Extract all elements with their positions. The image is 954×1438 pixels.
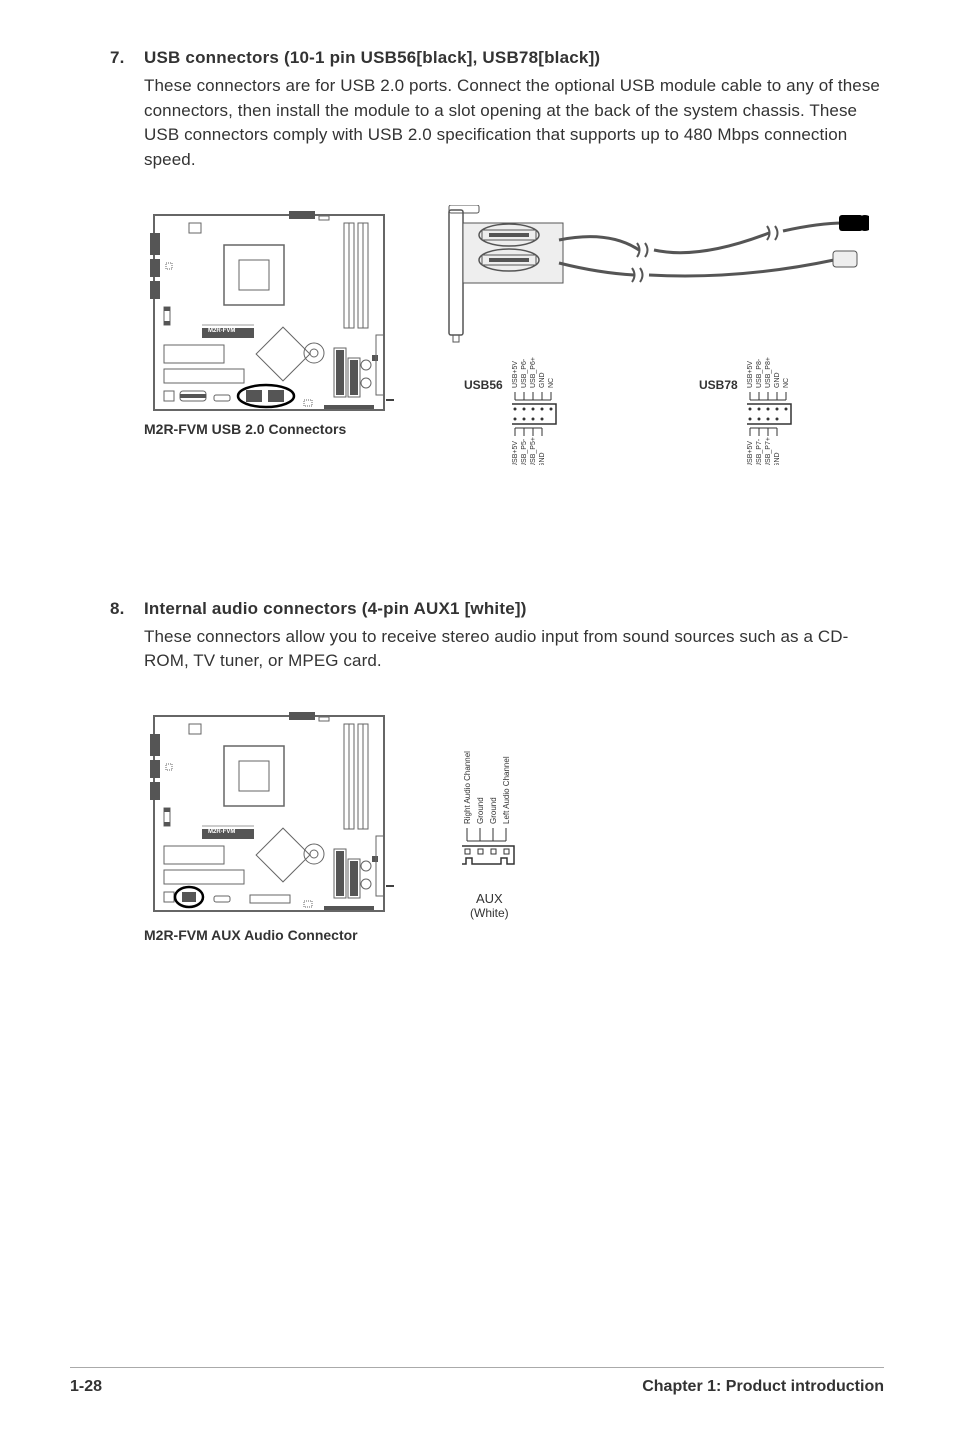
section-7-body: These connectors are for USB 2.0 ports. … (144, 74, 884, 173)
svg-text:NC: NC (783, 377, 790, 387)
section-7-number: 7. (110, 48, 144, 68)
svg-text:GND: GND (539, 372, 546, 388)
section-8-caption: M2R-FVM AUX Audio Connector (144, 927, 358, 943)
board-label-aux: M2R-FVM (208, 829, 235, 835)
motherboard-icon-aux (144, 706, 394, 936)
aux-color: (White) (470, 906, 509, 920)
page-number: 1-28 (70, 1378, 102, 1396)
svg-text:Ground: Ground (489, 797, 498, 824)
board-label: M2R-FVM (208, 328, 235, 334)
svg-text:USB_P6+: USB_P6+ (530, 357, 537, 388)
svg-text:NC: NC (548, 377, 555, 387)
svg-text:USB+5V: USB+5V (512, 440, 519, 464)
svg-text:USB+5V: USB+5V (747, 440, 754, 464)
usb56-label: USB56 (464, 378, 503, 392)
svg-text:USB_P5+: USB_P5+ (530, 437, 537, 465)
svg-text:USB_P7+: USB_P7+ (765, 437, 772, 465)
svg-text:USB_P8+: USB_P8+ (765, 357, 772, 388)
svg-text:USB_P7-: USB_P7- (756, 438, 763, 465)
svg-text:GND: GND (539, 452, 546, 465)
svg-text:GND: GND (774, 452, 781, 465)
section-7-title: USB connectors (10-1 pin USB56[black], U… (144, 48, 600, 67)
svg-text:Left Audio Channel: Left Audio Channel (502, 756, 511, 824)
svg-text:GND: GND (774, 372, 781, 388)
aux-label: AUX (470, 891, 509, 906)
section-8-title: Internal audio connectors (4-pin AUX1 [w… (144, 599, 527, 618)
usb78-label: USB78 (699, 378, 738, 392)
section-8-heading: 8.Internal audio connectors (4-pin AUX1 … (110, 599, 884, 619)
svg-text:USB_P6-: USB_P6- (521, 358, 528, 388)
usb56-pin-icon: USB+5V USB_P6- USB_P6+ GND NC (512, 350, 642, 465)
section-8-diagram: M2R-FVM Right Audio Channel Ground Groun… (144, 706, 884, 956)
page-footer: 1-28 Chapter 1: Product introduction (70, 1367, 884, 1396)
svg-text:Ground: Ground (476, 797, 485, 824)
section-7-diagram: M2R-FVM (144, 205, 884, 495)
svg-text:Right Audio Channel: Right Audio Channel (463, 751, 472, 824)
usb-module-icon (439, 205, 869, 345)
motherboard-icon (144, 205, 394, 435)
section-7-caption: M2R-FVM USB 2.0 Connectors (144, 421, 346, 437)
section-7-heading: 7.USB connectors (10-1 pin USB56[black],… (110, 48, 884, 68)
section-8-number: 8. (110, 599, 144, 619)
chapter-label: Chapter 1: Product introduction (642, 1378, 884, 1396)
svg-text:USB_P8-: USB_P8- (756, 358, 763, 388)
section-8-body: These connectors allow you to receive st… (144, 625, 884, 674)
svg-text:USB_P5-: USB_P5- (521, 438, 528, 465)
usb78-pin-icon: USB+5V USB_P8- USB_P8+ GND NC 1 (747, 350, 877, 465)
svg-text:USB+5V: USB+5V (747, 360, 754, 387)
svg-text:USB+5V: USB+5V (512, 360, 519, 387)
